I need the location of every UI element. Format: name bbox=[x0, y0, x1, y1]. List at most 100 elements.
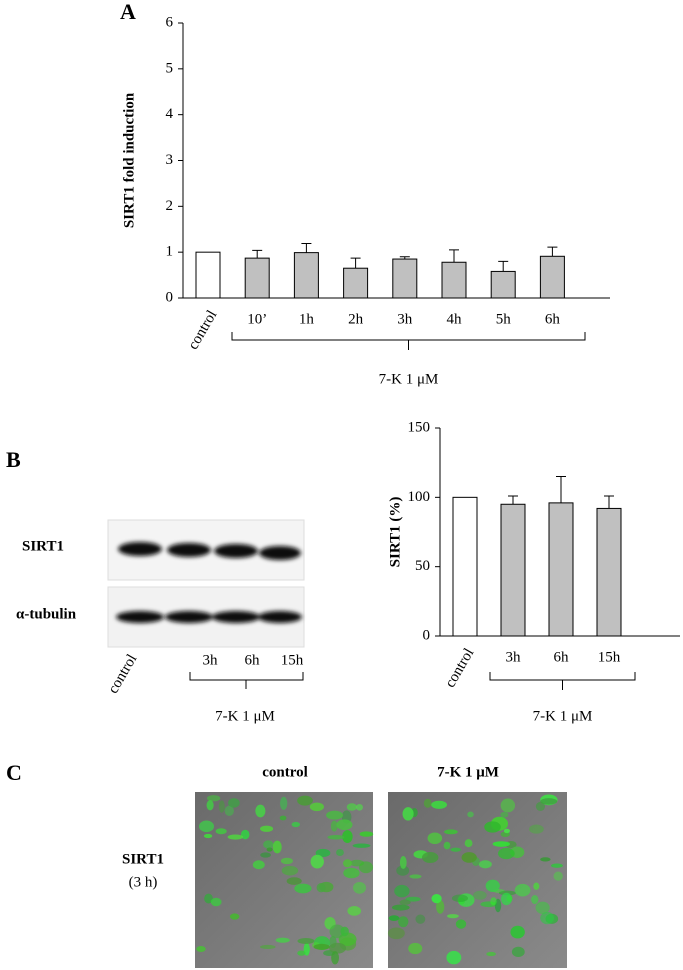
cell bbox=[329, 924, 345, 939]
y-tick-label: 1 bbox=[166, 244, 174, 260]
cell bbox=[427, 832, 443, 844]
y-axis-label: SIRT1 fold induction bbox=[121, 92, 137, 228]
cell bbox=[511, 946, 525, 957]
cell bbox=[331, 951, 339, 965]
bracket bbox=[189, 672, 304, 689]
cell bbox=[260, 852, 272, 858]
cell bbox=[398, 916, 409, 928]
cell bbox=[206, 795, 221, 802]
error-bar bbox=[498, 260, 509, 272]
cell bbox=[210, 897, 222, 907]
panel-label: A bbox=[120, 0, 136, 24]
cell bbox=[215, 828, 227, 835]
cell bbox=[330, 820, 338, 832]
cell bbox=[399, 855, 407, 869]
cell bbox=[291, 821, 301, 828]
bar bbox=[195, 251, 221, 299]
cell bbox=[358, 861, 374, 874]
cell bbox=[431, 800, 448, 809]
cell bbox=[490, 897, 497, 906]
micrograph bbox=[388, 792, 567, 968]
cell bbox=[218, 800, 225, 813]
column-label: 7-K 1 μM bbox=[437, 764, 499, 780]
cell bbox=[399, 899, 411, 905]
cell bbox=[464, 839, 473, 848]
cell bbox=[540, 857, 551, 862]
cell bbox=[327, 835, 345, 840]
error-bar bbox=[604, 495, 614, 509]
bar bbox=[452, 496, 478, 637]
x-tick-label: 6h bbox=[545, 311, 561, 327]
blot-row-label: SIRT1 bbox=[22, 538, 64, 554]
error-bar bbox=[508, 495, 518, 505]
cell bbox=[446, 950, 462, 965]
cell bbox=[431, 894, 442, 904]
y-axis-label: SIRT1 (%) bbox=[387, 497, 403, 568]
y-tick-label: 50 bbox=[415, 558, 430, 574]
cell bbox=[313, 943, 330, 950]
bar bbox=[548, 502, 574, 637]
cell bbox=[485, 879, 500, 892]
blot-lane-label: 3h bbox=[203, 652, 219, 668]
cell bbox=[206, 800, 214, 811]
cell bbox=[408, 942, 423, 955]
cell bbox=[281, 865, 299, 876]
cell bbox=[294, 883, 312, 894]
cell bbox=[450, 847, 462, 852]
cell bbox=[263, 840, 274, 849]
cell bbox=[196, 945, 206, 953]
y-tick-label: 0 bbox=[166, 289, 174, 305]
cell bbox=[342, 830, 353, 844]
cell bbox=[405, 896, 421, 902]
cell bbox=[280, 857, 293, 865]
bar bbox=[596, 507, 622, 637]
x-tick-label: 3h bbox=[397, 311, 413, 327]
bar bbox=[539, 255, 565, 299]
cell bbox=[266, 847, 273, 852]
bar bbox=[244, 257, 270, 299]
x-tick-label: control bbox=[442, 646, 477, 691]
cell bbox=[391, 904, 410, 911]
x-tick-label: 15h bbox=[598, 649, 621, 665]
cell bbox=[353, 881, 367, 894]
cell bbox=[461, 852, 477, 863]
cell bbox=[260, 944, 276, 949]
cell bbox=[228, 798, 240, 808]
x-tick-label: 1h bbox=[299, 311, 315, 327]
cell bbox=[553, 871, 563, 881]
row-sublabel: (3 h) bbox=[129, 874, 158, 890]
cell bbox=[444, 829, 458, 835]
error-bar bbox=[556, 476, 566, 503]
cell bbox=[436, 900, 445, 914]
cells bbox=[196, 794, 563, 965]
bar bbox=[441, 261, 467, 299]
cell bbox=[252, 860, 265, 870]
cell bbox=[473, 890, 487, 900]
y-tick-label: 4 bbox=[166, 106, 174, 122]
cell bbox=[455, 919, 467, 929]
bar bbox=[293, 252, 319, 299]
cell bbox=[451, 894, 468, 902]
bracket-label: 7-K 1 μM bbox=[379, 371, 439, 387]
cell bbox=[528, 824, 544, 834]
cell bbox=[336, 819, 353, 831]
blot-bands bbox=[116, 542, 302, 623]
bar bbox=[392, 258, 418, 299]
x-tick-label: 3h bbox=[506, 649, 522, 665]
error-bar bbox=[399, 256, 410, 260]
cell bbox=[297, 795, 313, 806]
bar bbox=[490, 270, 516, 299]
x-tick-label: 10’ bbox=[247, 311, 267, 327]
x-tick-label: 5h bbox=[496, 311, 512, 327]
cell bbox=[501, 892, 512, 906]
cell bbox=[415, 914, 426, 924]
cell bbox=[343, 859, 352, 868]
error-bar bbox=[301, 242, 312, 253]
x-tick-label: 2h bbox=[348, 311, 364, 327]
cell bbox=[227, 834, 244, 840]
cell bbox=[514, 883, 531, 897]
y-tick-label: 5 bbox=[166, 60, 174, 76]
blot-lane-label: control bbox=[105, 652, 140, 697]
cell bbox=[343, 867, 360, 879]
cell bbox=[224, 805, 234, 817]
